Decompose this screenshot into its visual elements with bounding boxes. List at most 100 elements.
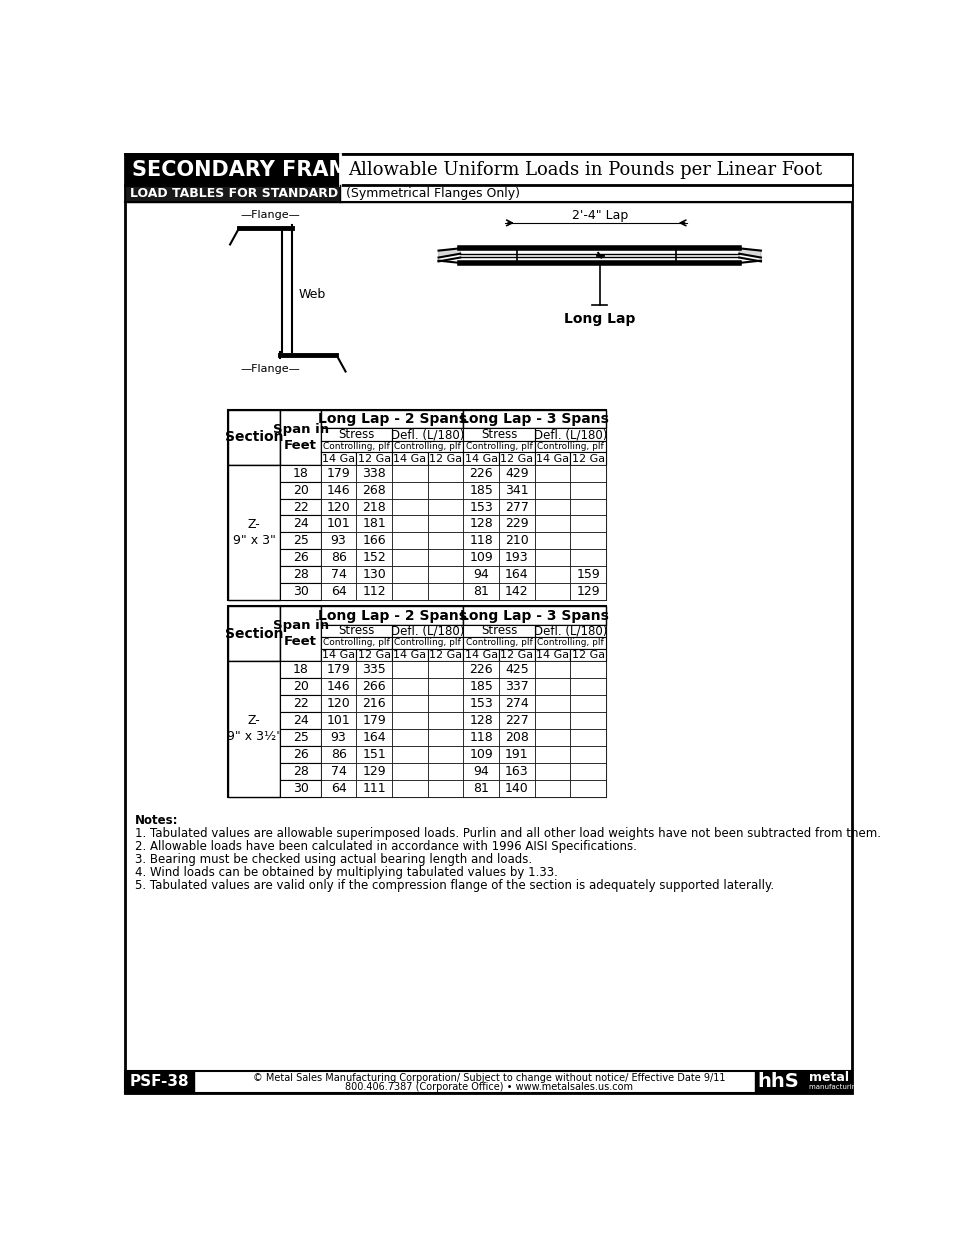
Text: 25: 25	[293, 731, 308, 743]
Text: 74: 74	[331, 764, 346, 778]
Text: 93: 93	[331, 535, 346, 547]
Bar	[392, 532, 427, 550]
Bar	[392, 695, 427, 711]
Text: 179: 179	[326, 467, 350, 479]
Text: 277: 277	[504, 500, 528, 514]
Text: 1. Tabulated values are allowable superimposed loads. Purlin and all other load : 1. Tabulated values are allowable superi…	[134, 827, 880, 840]
Bar	[570, 464, 605, 482]
Bar	[498, 515, 534, 532]
Bar	[463, 532, 498, 550]
Bar	[754, 1071, 852, 1093]
Text: 130: 130	[362, 568, 386, 582]
Bar	[498, 550, 534, 567]
Bar	[463, 779, 498, 797]
Text: Controlling, plf: Controlling, plf	[465, 638, 532, 647]
Text: Defl. (L/180): Defl. (L/180)	[391, 625, 464, 637]
Bar	[427, 464, 463, 482]
Text: 2. Allowable loads have been calculated in accordance with 1996 AISI Specificati: 2. Allowable loads have been calculated …	[134, 840, 636, 853]
Text: LOAD TABLES FOR STANDARD ZEES: LOAD TABLES FOR STANDARD ZEES	[130, 188, 377, 200]
Text: Stress: Stress	[338, 625, 375, 637]
Bar	[463, 678, 498, 695]
Bar	[498, 678, 534, 695]
Text: 30: 30	[293, 585, 308, 598]
Text: 3. Bearing must be checked using actual bearing length and loads.: 3. Bearing must be checked using actual …	[134, 853, 532, 866]
Bar	[320, 532, 356, 550]
Bar	[534, 678, 570, 695]
Text: 18: 18	[293, 467, 308, 479]
Text: 20: 20	[293, 680, 308, 693]
Text: Controlling, plf: Controlling, plf	[537, 442, 603, 451]
Bar	[280, 550, 320, 567]
Bar	[534, 648, 570, 661]
Bar	[320, 464, 356, 482]
Text: 274: 274	[504, 697, 528, 710]
Bar	[534, 695, 570, 711]
Text: 74: 74	[331, 568, 346, 582]
Text: 425: 425	[504, 663, 528, 676]
Text: 26: 26	[293, 747, 308, 761]
Bar	[534, 567, 570, 583]
Bar	[392, 711, 427, 729]
Text: 18: 18	[293, 663, 308, 676]
Text: 335: 335	[362, 663, 386, 676]
Text: 227: 227	[504, 714, 528, 727]
Bar	[534, 746, 570, 763]
Bar	[570, 661, 605, 678]
Bar	[570, 695, 605, 711]
Bar	[356, 452, 392, 464]
Bar	[320, 678, 356, 695]
Bar	[463, 637, 534, 648]
Text: Stress: Stress	[338, 429, 375, 441]
Bar	[463, 515, 498, 532]
Bar	[125, 154, 852, 185]
Bar	[125, 185, 852, 203]
Bar	[228, 464, 280, 600]
Text: Controlling, plf: Controlling, plf	[537, 638, 603, 647]
Text: 81: 81	[473, 585, 489, 598]
Bar	[356, 661, 392, 678]
Bar	[498, 661, 534, 678]
Text: 800.406.7387 (Corporate Office) • www.metalsales.us.com: 800.406.7387 (Corporate Office) • www.me…	[345, 1082, 632, 1092]
Bar	[320, 606, 463, 625]
Bar	[534, 441, 605, 452]
Text: 12 Ga: 12 Ga	[499, 650, 533, 659]
Bar	[498, 482, 534, 499]
Text: 14 Ga: 14 Ga	[393, 650, 426, 659]
Bar	[228, 606, 280, 661]
Bar	[427, 550, 463, 567]
Text: 164: 164	[504, 568, 528, 582]
Bar	[125, 1071, 193, 1093]
Text: 30: 30	[293, 782, 308, 794]
Text: 151: 151	[362, 747, 386, 761]
Bar	[570, 499, 605, 515]
Bar	[498, 452, 534, 464]
Bar	[392, 763, 427, 779]
Text: 185: 185	[469, 680, 493, 693]
Bar	[280, 695, 320, 711]
Bar	[534, 515, 570, 532]
Bar	[498, 648, 534, 661]
Bar	[463, 452, 498, 464]
Bar	[228, 410, 605, 600]
Bar	[463, 648, 498, 661]
Text: 266: 266	[362, 680, 386, 693]
Text: 163: 163	[504, 764, 528, 778]
Bar	[392, 661, 427, 678]
Text: 146: 146	[327, 680, 350, 693]
Bar	[320, 625, 392, 637]
Bar	[534, 482, 570, 499]
Bar	[320, 711, 356, 729]
Bar	[463, 729, 498, 746]
Text: Controlling, plf: Controlling, plf	[323, 638, 390, 647]
Bar	[356, 482, 392, 499]
Bar	[280, 711, 320, 729]
Bar	[228, 410, 280, 464]
Bar	[392, 779, 427, 797]
Bar	[280, 464, 320, 482]
Bar	[463, 550, 498, 567]
Text: 226: 226	[469, 663, 493, 676]
Bar	[427, 779, 463, 797]
Bar	[570, 567, 605, 583]
Bar	[570, 648, 605, 661]
Text: 193: 193	[504, 551, 528, 564]
